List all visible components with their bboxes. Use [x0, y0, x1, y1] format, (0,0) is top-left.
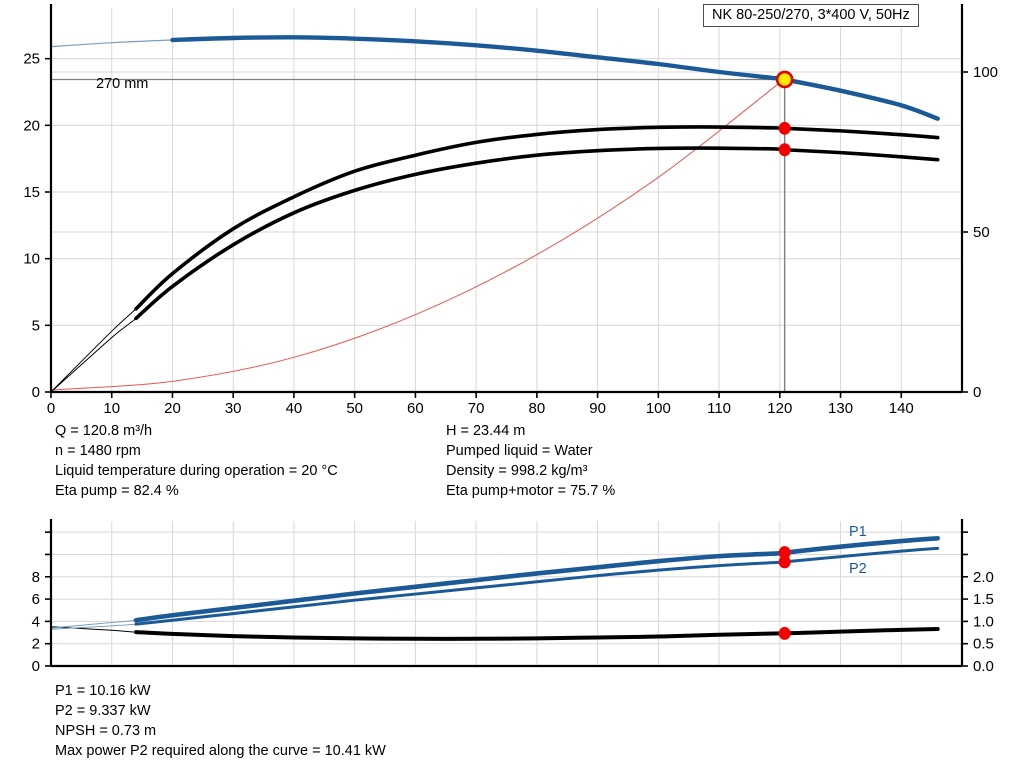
y-tick-label: 20	[23, 117, 40, 134]
y-tick-label: 25	[23, 51, 40, 68]
x-tick-label: 100	[646, 400, 671, 417]
x-tick-label: 80	[529, 400, 546, 417]
npsh-tick-label: 2.0	[973, 569, 994, 586]
info-q: Q = 120.8 m³/h	[55, 423, 153, 439]
system-curve	[50, 74, 791, 391]
p-tick-label: 4	[32, 613, 40, 630]
duty-p1-marker[interactable]	[778, 546, 791, 560]
info-h: H = 23.44 m	[446, 423, 526, 439]
info-speed: n = 1480 rpm	[55, 443, 141, 459]
x-tick-label: 110	[707, 400, 731, 417]
eta-tick-label: 0	[973, 384, 981, 401]
eta-curve-thin-pump-motor	[50, 147, 938, 393]
duty-npsh-marker[interactable]	[778, 626, 791, 640]
npsh-curve	[134, 626, 940, 641]
grid-lines	[50, 8, 962, 393]
info-density: Density = 998.2 kg/m³	[446, 463, 588, 479]
info-liquid-temp: Liquid temperature during operation = 20…	[55, 463, 338, 479]
grid-lines	[50, 521, 962, 667]
info-p1: P1 = 10.16 kW	[55, 683, 151, 699]
x-tick-label: 0	[47, 400, 55, 417]
npsh-tick-label: 1.5	[973, 591, 994, 608]
info-max-power: Max power P2 required along the curve = …	[55, 743, 386, 759]
duty-eta-pump-motor-marker[interactable]	[778, 143, 791, 157]
info-p2: P2 = 9.337 kW	[55, 703, 151, 719]
p2-curve-label: P2	[849, 561, 867, 577]
duty-eta-pump-marker[interactable]	[778, 121, 791, 135]
x-tick-label: 120	[767, 400, 792, 417]
x-tick-label: 10	[103, 400, 120, 417]
axis-ticks: 0 10 20 30 40 50 60 70 80 90 100 110 120 130 140 0 5 10 15…	[23, 51, 998, 417]
x-tick-label: 20	[164, 400, 181, 417]
p-tick-label: 2	[32, 636, 40, 653]
x-tick-label: 90	[589, 400, 606, 417]
info-eta-pump: Eta pump = 82.4 %	[55, 483, 179, 499]
x-tick-label: 40	[286, 400, 303, 417]
y-tick-label: 10	[23, 251, 40, 268]
eta-curve-pump-motor	[134, 146, 940, 321]
x-tick-label: 70	[468, 400, 485, 417]
x-tick-label: 60	[407, 400, 424, 417]
npsh-tick-label: 1.0	[973, 613, 994, 630]
pump-model-title: NK 80-250/270, 3*400 V, 50Hz	[703, 4, 919, 27]
p-tick-label: 0	[32, 658, 40, 675]
axis-ticks: 0 2 4 6 8 0.0 0.5 1.0 1.5 2.0	[32, 531, 994, 675]
power-npsh-chart: 0 2 4 6 8 0.0 0.5 1.0 1.5 2.0	[0, 515, 1024, 680]
info-pumped-liquid: Pumped liquid = Water	[446, 443, 593, 459]
head-eta-chart: 0 10 20 30 40 50 60 70 80 90 100 110 120 130 140 0 5 10 15…	[23, 4, 999, 417]
y-tick-label: 0	[32, 384, 40, 401]
x-tick-label: 30	[225, 400, 242, 417]
eta-tick-label: 50	[973, 224, 990, 241]
impeller-size-label: 270 mm	[96, 76, 149, 92]
p-tick-label: 8	[32, 569, 40, 586]
eta-curve-thin-pump	[50, 126, 938, 393]
eta-tick-label: 100	[973, 64, 998, 81]
info-eta-pump-motor: Eta pump+motor = 75.7 %	[446, 483, 616, 499]
x-tick-label: 50	[346, 400, 363, 417]
npsh-tick-label: 0.0	[973, 658, 994, 675]
p1-curve-label: P1	[849, 524, 867, 540]
duty-head-marker[interactable]	[775, 70, 794, 89]
npsh-tick-label: 0.5	[973, 636, 994, 653]
p1-curve	[133, 535, 941, 623]
x-tick-label: 140	[889, 400, 914, 417]
p-tick-label: 6	[32, 591, 40, 608]
y-tick-label: 5	[32, 317, 40, 334]
x-tick-label: 130	[828, 400, 853, 417]
p2-curve	[134, 546, 940, 626]
head-curve	[170, 35, 940, 121]
eta-curve-pump	[134, 125, 940, 311]
head-curve-thin	[50, 36, 938, 120]
duty-p2-marker[interactable]	[778, 555, 791, 569]
y-tick-label: 15	[23, 184, 40, 201]
info-npsh: NPSH = 0.73 m	[55, 723, 157, 739]
